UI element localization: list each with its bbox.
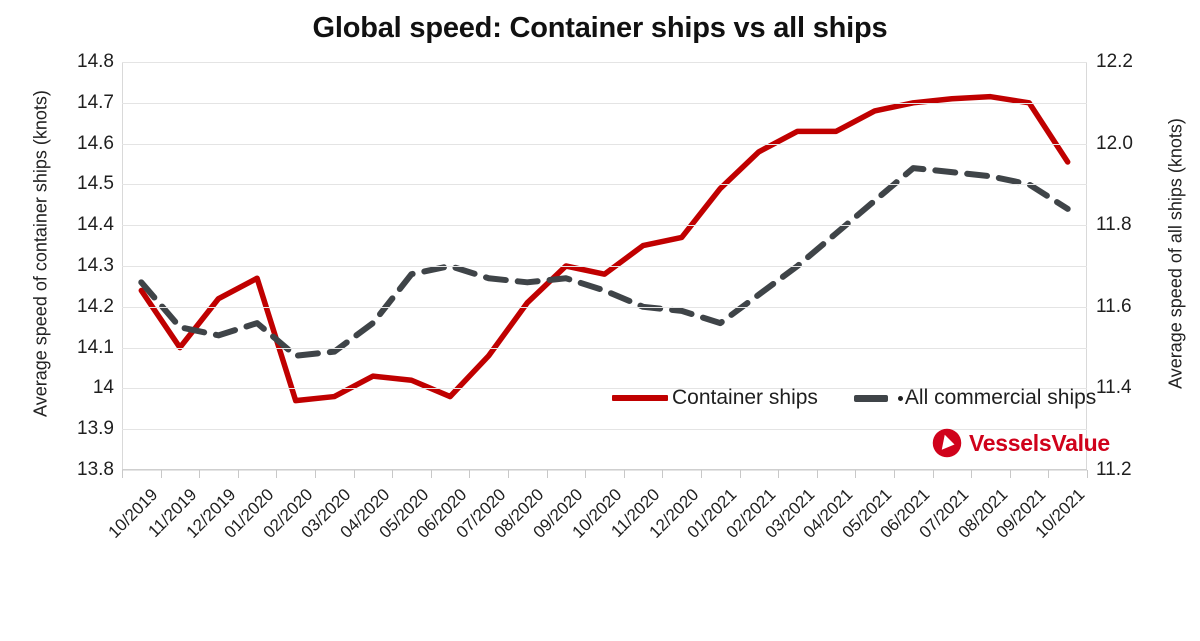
y-axis-left-ticks: 14.8 14.7 14.6 14.5 14.4 14.3 14.2 14.1 14 13.9 13… xyxy=(44,0,114,557)
y-axis-left-tick-label: 13.9 xyxy=(77,418,114,440)
x-axis-tickmark xyxy=(160,470,162,478)
x-axis-tickmark xyxy=(1048,470,1050,478)
x-axis-tickmark xyxy=(276,470,278,478)
y-axis-right-tick-label: 12.2 xyxy=(1096,51,1133,72)
legend-dashed-line-icon xyxy=(853,394,888,402)
x-axis-tickmark xyxy=(199,470,201,478)
y-axis-left-tick-label: 14.7 xyxy=(77,91,114,113)
x-axis-tickmark xyxy=(585,470,587,478)
x-axis-tickmark xyxy=(237,470,239,478)
gridline xyxy=(122,347,1087,349)
x-axis-tickmark xyxy=(430,470,432,478)
y-axis-left-tick-label: 13.8 xyxy=(77,459,114,480)
x-axis-labels: 10/2019 11/2019 12/2019 01/2020 02/2020 03/20… xyxy=(105,485,1088,542)
x-axis-tickmark xyxy=(971,470,973,478)
gridline xyxy=(122,143,1087,145)
x-axis-tickmark xyxy=(816,470,818,478)
y-axis-left-tick-label: 14.5 xyxy=(77,173,114,195)
x-axis-tickmark xyxy=(662,470,664,478)
gridline xyxy=(122,429,1087,431)
gridline xyxy=(122,470,1087,471)
vesselsvalue-logo: VesselsValue xyxy=(932,428,1110,458)
legend-item-all-commercial-ships[interactable]: All commercial ships xyxy=(853,386,1096,410)
y-axis-right-tick-label: 12.0 xyxy=(1096,132,1133,154)
y-axis-right-tick-label: 11.8 xyxy=(1096,214,1132,236)
y-axis-left-tick-label: 14.1 xyxy=(77,336,114,358)
y-axis-left-tick-label: 14.6 xyxy=(77,132,114,154)
y-axis-right-tick-label: 11.6 xyxy=(1096,295,1132,317)
y-axis-left-tick-label: 14.3 xyxy=(77,255,114,276)
x-axis-tickmark xyxy=(778,470,780,478)
x-axis-tickmark xyxy=(932,470,934,478)
x-axis-tickmark xyxy=(1087,470,1088,478)
x-axis-tickmark xyxy=(623,470,625,478)
x-axis-tickmark xyxy=(392,470,394,478)
gridline xyxy=(122,184,1087,186)
x-axis-tickmark xyxy=(315,470,316,478)
y-axis-left-tick-label: 14 xyxy=(92,377,114,399)
x-axis-tickmark xyxy=(508,470,509,478)
legend-bullet-icon xyxy=(897,395,903,401)
x-axis-tickmarks xyxy=(122,470,1088,480)
x-axis-tickmark xyxy=(122,470,123,478)
legend-label-all-commercial-ships: All commercial ships xyxy=(897,386,1096,410)
y-axis-left-tick-label: 14.8 xyxy=(77,51,114,72)
y-axis-right-tick-label: 11.2 xyxy=(1096,459,1132,480)
vesselsvalue-wordmark: VesselsValue xyxy=(969,429,1110,456)
chart-legend: Container ships All commercial ships xyxy=(612,384,1096,412)
plot-baseline xyxy=(122,469,1087,470)
y-axis-right-tick-label: 11.4 xyxy=(1096,377,1132,399)
gridline xyxy=(122,306,1087,308)
legend-item-container-ships[interactable]: Container ships xyxy=(612,386,818,410)
x-axis-tickmark xyxy=(1009,470,1011,478)
y-axis-left-tick-label: 14.4 xyxy=(77,214,114,236)
plot-area xyxy=(122,62,1087,471)
vesselsvalue-triangle-icon xyxy=(932,428,962,458)
x-axis-tickmark xyxy=(739,470,741,478)
y-axis-left-tick-label: 14.2 xyxy=(77,295,114,317)
chart-title: Global speed: Container ships vs all shi… xyxy=(312,12,888,44)
x-axis-tickmark xyxy=(855,470,857,478)
gridline xyxy=(122,266,1087,267)
series-line-all-commercial-ships xyxy=(138,165,1071,359)
y-axis-right-ticks: 12.2 12.0 11.8 11.6 11.4 11.2 xyxy=(1096,0,1166,557)
chart-container: Global speed: Container ships vs all shi… xyxy=(31,0,1186,557)
x-axis-tickmark xyxy=(469,470,471,478)
gridline xyxy=(122,225,1087,227)
legend-label-container-ships: Container ships xyxy=(672,386,818,409)
legend-solid-line-icon xyxy=(612,395,668,401)
x-axis-tickmark xyxy=(546,470,548,478)
x-axis-tickmark xyxy=(701,470,702,478)
gridline xyxy=(122,62,1087,63)
gridline xyxy=(122,102,1087,104)
x-axis-tickmark xyxy=(353,470,355,478)
gridline xyxy=(122,388,1087,390)
x-axis-tickmark xyxy=(894,470,895,478)
